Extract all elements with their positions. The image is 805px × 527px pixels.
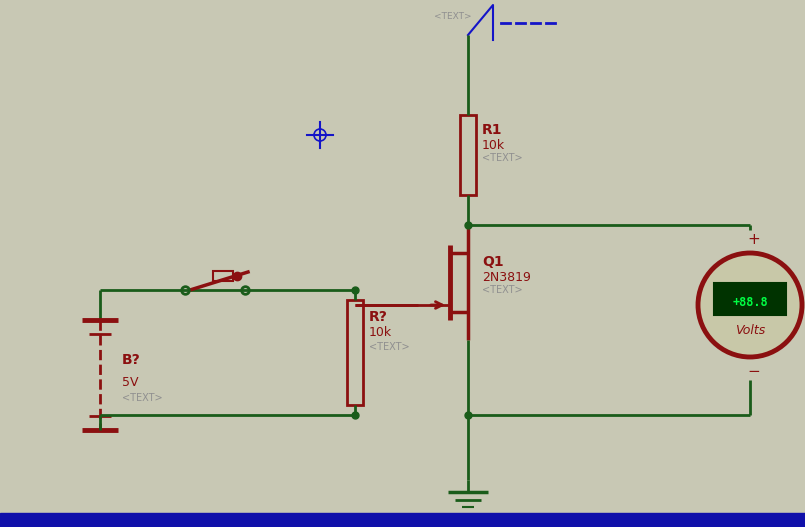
Bar — [347, 300, 363, 405]
Text: <TEXT>: <TEXT> — [122, 393, 163, 403]
Text: <TEXT>: <TEXT> — [482, 285, 522, 295]
Bar — [213, 271, 233, 281]
Bar — [714, 283, 786, 315]
Circle shape — [698, 253, 802, 357]
Text: −: − — [748, 364, 761, 378]
Text: Q1: Q1 — [482, 255, 504, 269]
Text: R1: R1 — [482, 123, 502, 137]
Text: <TEXT>: <TEXT> — [434, 12, 472, 21]
Text: 2N3819: 2N3819 — [482, 271, 530, 284]
Text: 10k: 10k — [369, 326, 392, 339]
Text: 5V: 5V — [122, 376, 138, 388]
Text: +: + — [748, 231, 761, 247]
Bar — [0, 513, 805, 527]
Text: B?: B? — [122, 353, 141, 367]
Text: <TEXT>: <TEXT> — [369, 342, 410, 352]
Text: Volts: Volts — [735, 325, 765, 337]
Text: +88.8: +88.8 — [733, 297, 768, 309]
Bar — [460, 115, 476, 195]
Text: <TEXT>: <TEXT> — [482, 153, 522, 163]
Text: 10k: 10k — [482, 139, 505, 152]
Text: +25V: +25V — [434, 0, 472, 3]
Text: R?: R? — [369, 310, 388, 324]
